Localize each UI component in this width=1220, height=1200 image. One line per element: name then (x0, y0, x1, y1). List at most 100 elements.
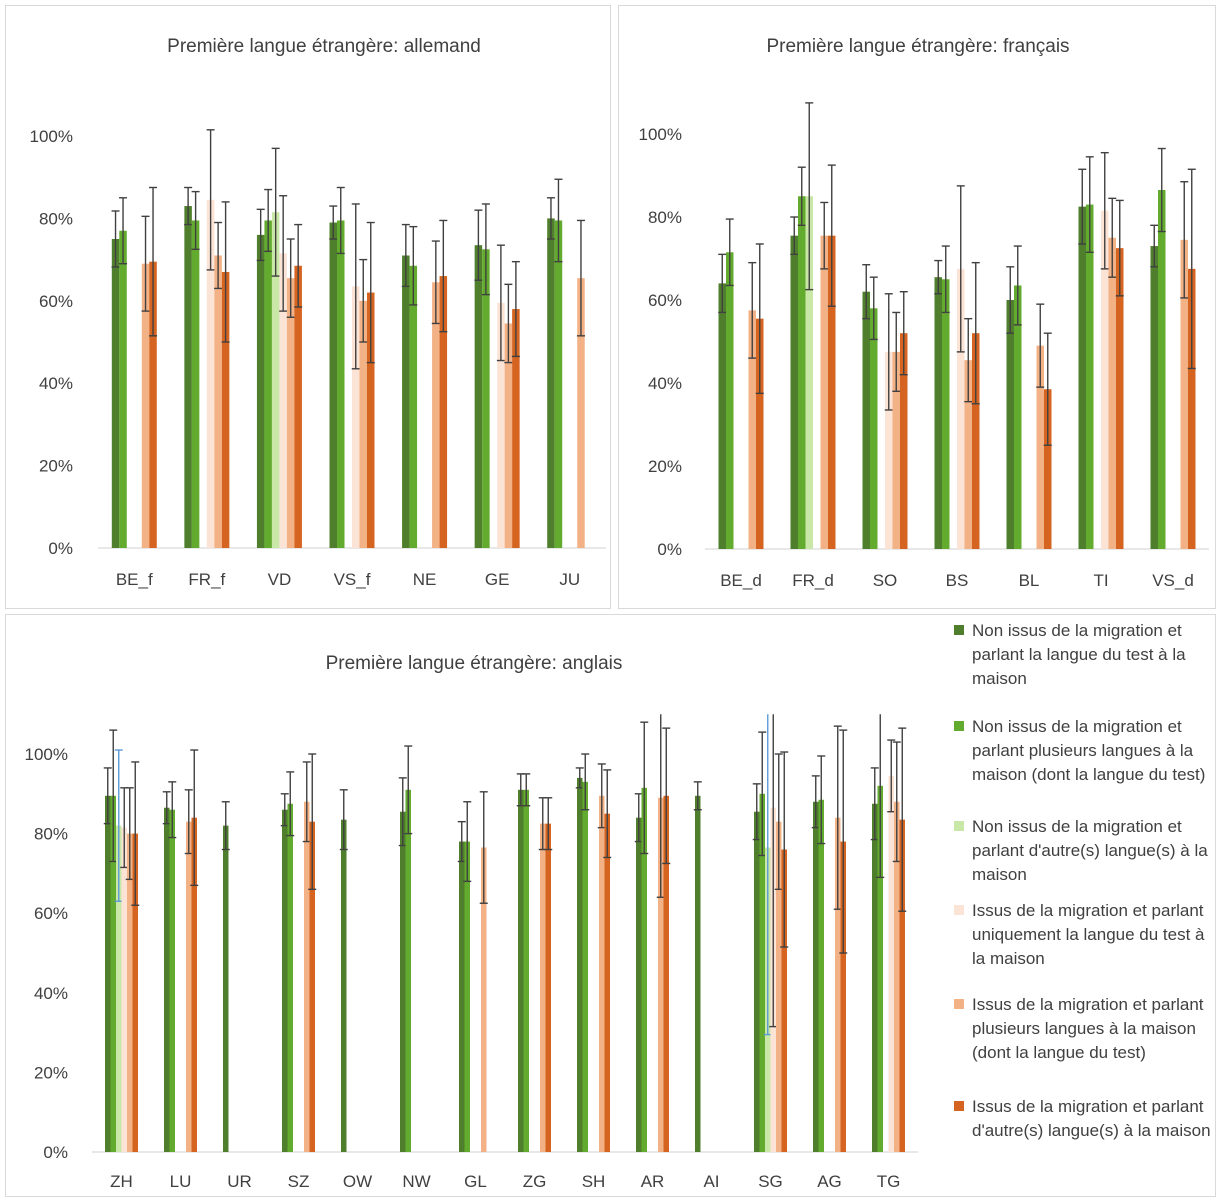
error-bar (1115, 199, 1124, 297)
bar (577, 777, 583, 1152)
bar (1150, 246, 1158, 550)
error-bar (892, 311, 901, 392)
error-bar (1187, 168, 1196, 370)
error-bar (474, 209, 483, 281)
error-bar (286, 771, 295, 837)
x-tick-label: FR_d (792, 571, 834, 590)
bar (599, 795, 605, 1152)
chart-francais: Première langue étrangère: français 0% 20… (639, 36, 1209, 590)
error-bar (256, 208, 265, 262)
y-tick-label: 40% (34, 984, 68, 1003)
bar (636, 817, 642, 1152)
error-bar (286, 238, 295, 318)
bar (309, 821, 315, 1152)
x-tick-label: VD (268, 570, 292, 589)
bar (888, 775, 894, 1152)
error-bar (1078, 168, 1087, 245)
bar (870, 308, 878, 549)
bar (400, 811, 406, 1152)
x-tick-label: NE (413, 570, 437, 589)
error-bar (336, 186, 345, 255)
legend-label: Issus de la migration et parlant d'autre… (972, 1097, 1211, 1140)
bar (105, 795, 111, 1152)
error-bar (264, 188, 273, 253)
error-bar (575, 767, 584, 789)
error-bar (817, 755, 826, 845)
error-bar (544, 797, 553, 851)
error-bar (191, 190, 200, 251)
chart-title: Première langue étrangère: allemand (167, 36, 481, 57)
x-tick-label: VS_d (1152, 571, 1194, 590)
bar (282, 809, 288, 1152)
error-bar (774, 753, 783, 891)
x-tick-label: GE (485, 570, 510, 589)
error-bar (820, 201, 829, 270)
error-bar (546, 197, 555, 240)
legend-swatch (954, 821, 964, 831)
error-bar (833, 725, 842, 910)
error-bar (748, 261, 757, 359)
bar (191, 220, 200, 548)
error-bar (214, 221, 223, 290)
bar (405, 789, 411, 1152)
bar (877, 785, 883, 1152)
x-tick-label: ZH (110, 1172, 133, 1191)
bar (287, 803, 293, 1152)
bar (110, 795, 116, 1152)
bar (459, 841, 465, 1152)
bar (545, 823, 551, 1152)
error-bar (956, 185, 965, 353)
x-tick-label: TI (1093, 571, 1108, 590)
error-bar (581, 753, 590, 811)
bar (286, 278, 295, 548)
error-bar (1006, 266, 1015, 334)
y-tick-label: 20% (39, 457, 73, 476)
bar (1116, 248, 1124, 549)
bar (271, 212, 280, 548)
error-bar (1100, 151, 1109, 270)
error-bar (479, 791, 488, 904)
y-tick-label: 0% (43, 1143, 68, 1162)
bar (781, 849, 787, 1152)
chart-panel-allemand: Première langue étrangère: allemand 0% 20… (5, 5, 611, 609)
bar (186, 821, 192, 1152)
bar (942, 279, 950, 549)
y-tick-label: 100% (639, 125, 682, 144)
error-bar (576, 219, 585, 337)
bar (1086, 204, 1094, 550)
bar (813, 801, 819, 1152)
error-bar (827, 164, 836, 307)
bar (279, 253, 287, 549)
error-bar (141, 215, 150, 312)
bar (337, 220, 345, 548)
error-bar (463, 801, 472, 883)
bar (329, 222, 337, 548)
error-bar (718, 253, 727, 314)
error-bar (351, 203, 360, 370)
error-bar (554, 178, 563, 263)
error-bar (934, 259, 943, 295)
error-bar (359, 258, 368, 343)
bar (604, 813, 610, 1152)
legend-swatch (954, 625, 964, 635)
chart-allemand: Première langue étrangère: allemand 0% 20… (30, 36, 606, 589)
error-bar (603, 769, 612, 859)
error-bar (409, 225, 418, 306)
error-bar (308, 753, 317, 891)
error-bar (892, 741, 901, 863)
error-bar (329, 205, 338, 240)
x-tick-label: BS (946, 571, 969, 590)
error-bar (184, 789, 193, 855)
y-tick-label: 0% (48, 539, 73, 558)
error-bar (125, 787, 134, 881)
x-tick-label: SG (758, 1172, 783, 1191)
bar (1044, 389, 1052, 549)
bar (206, 199, 215, 549)
error-bar (763, 714, 772, 1036)
error-bar (279, 195, 288, 312)
bar (504, 323, 513, 548)
error-bar (111, 210, 120, 268)
bar (899, 819, 905, 1152)
bar (892, 351, 900, 549)
bar (191, 817, 197, 1152)
